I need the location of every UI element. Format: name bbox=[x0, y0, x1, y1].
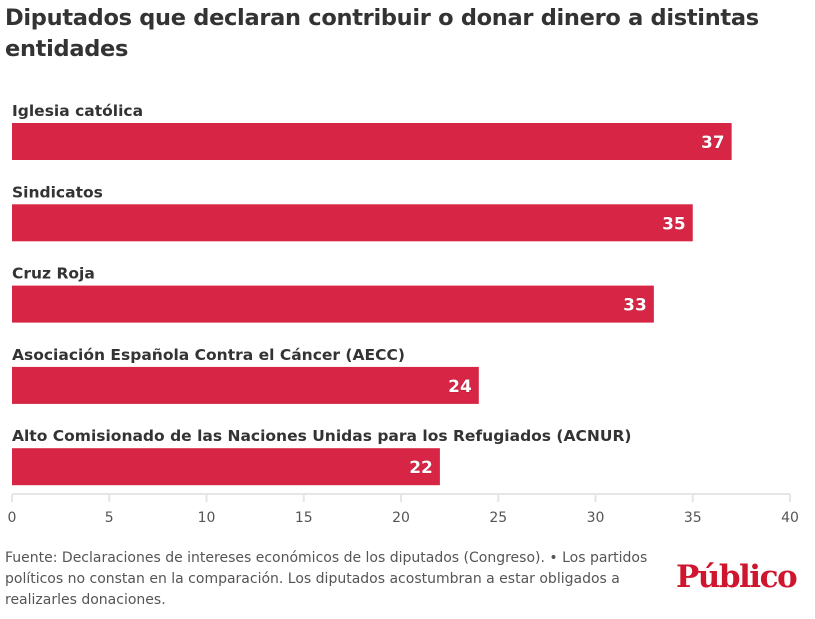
x-tick-label: 0 bbox=[8, 510, 17, 526]
value-label: 37 bbox=[701, 133, 725, 153]
x-tick-label: 35 bbox=[684, 510, 702, 526]
x-tick-label: 15 bbox=[295, 510, 313, 526]
value-label: 22 bbox=[409, 458, 433, 478]
source-note: Fuente: Declaraciones de intereses econó… bbox=[5, 550, 648, 608]
x-tick-label: 40 bbox=[781, 510, 799, 526]
bar-chart: Iglesia católica 37 Sindicatos 35 Cruz Roja 3… bbox=[8, 102, 799, 526]
x-tick-label: 5 bbox=[105, 510, 114, 526]
category-label: Asociación Española Contra el Cáncer (AE… bbox=[12, 346, 405, 364]
category-label: Sindicatos bbox=[12, 183, 103, 201]
chart-title: Diputados que declaran contribuir o dona… bbox=[5, 5, 759, 62]
category-label: Cruz Roja bbox=[12, 265, 95, 283]
category-label: Alto Comisionado de las Naciones Unidas … bbox=[12, 427, 631, 445]
x-tick-label: 10 bbox=[198, 510, 216, 526]
x-tick-label: 20 bbox=[392, 510, 410, 526]
value-label: 33 bbox=[623, 296, 647, 316]
bar bbox=[12, 448, 440, 486]
value-label: 24 bbox=[448, 377, 472, 397]
bar bbox=[12, 123, 732, 160]
x-tick-label: 25 bbox=[489, 510, 507, 526]
publico-logo: Público bbox=[676, 559, 798, 595]
value-label: 35 bbox=[662, 214, 686, 234]
bar bbox=[12, 204, 693, 242]
x-tick-label: 30 bbox=[587, 510, 605, 526]
bar bbox=[12, 366, 479, 404]
category-label: Iglesia católica bbox=[12, 102, 143, 120]
bar bbox=[12, 285, 654, 323]
